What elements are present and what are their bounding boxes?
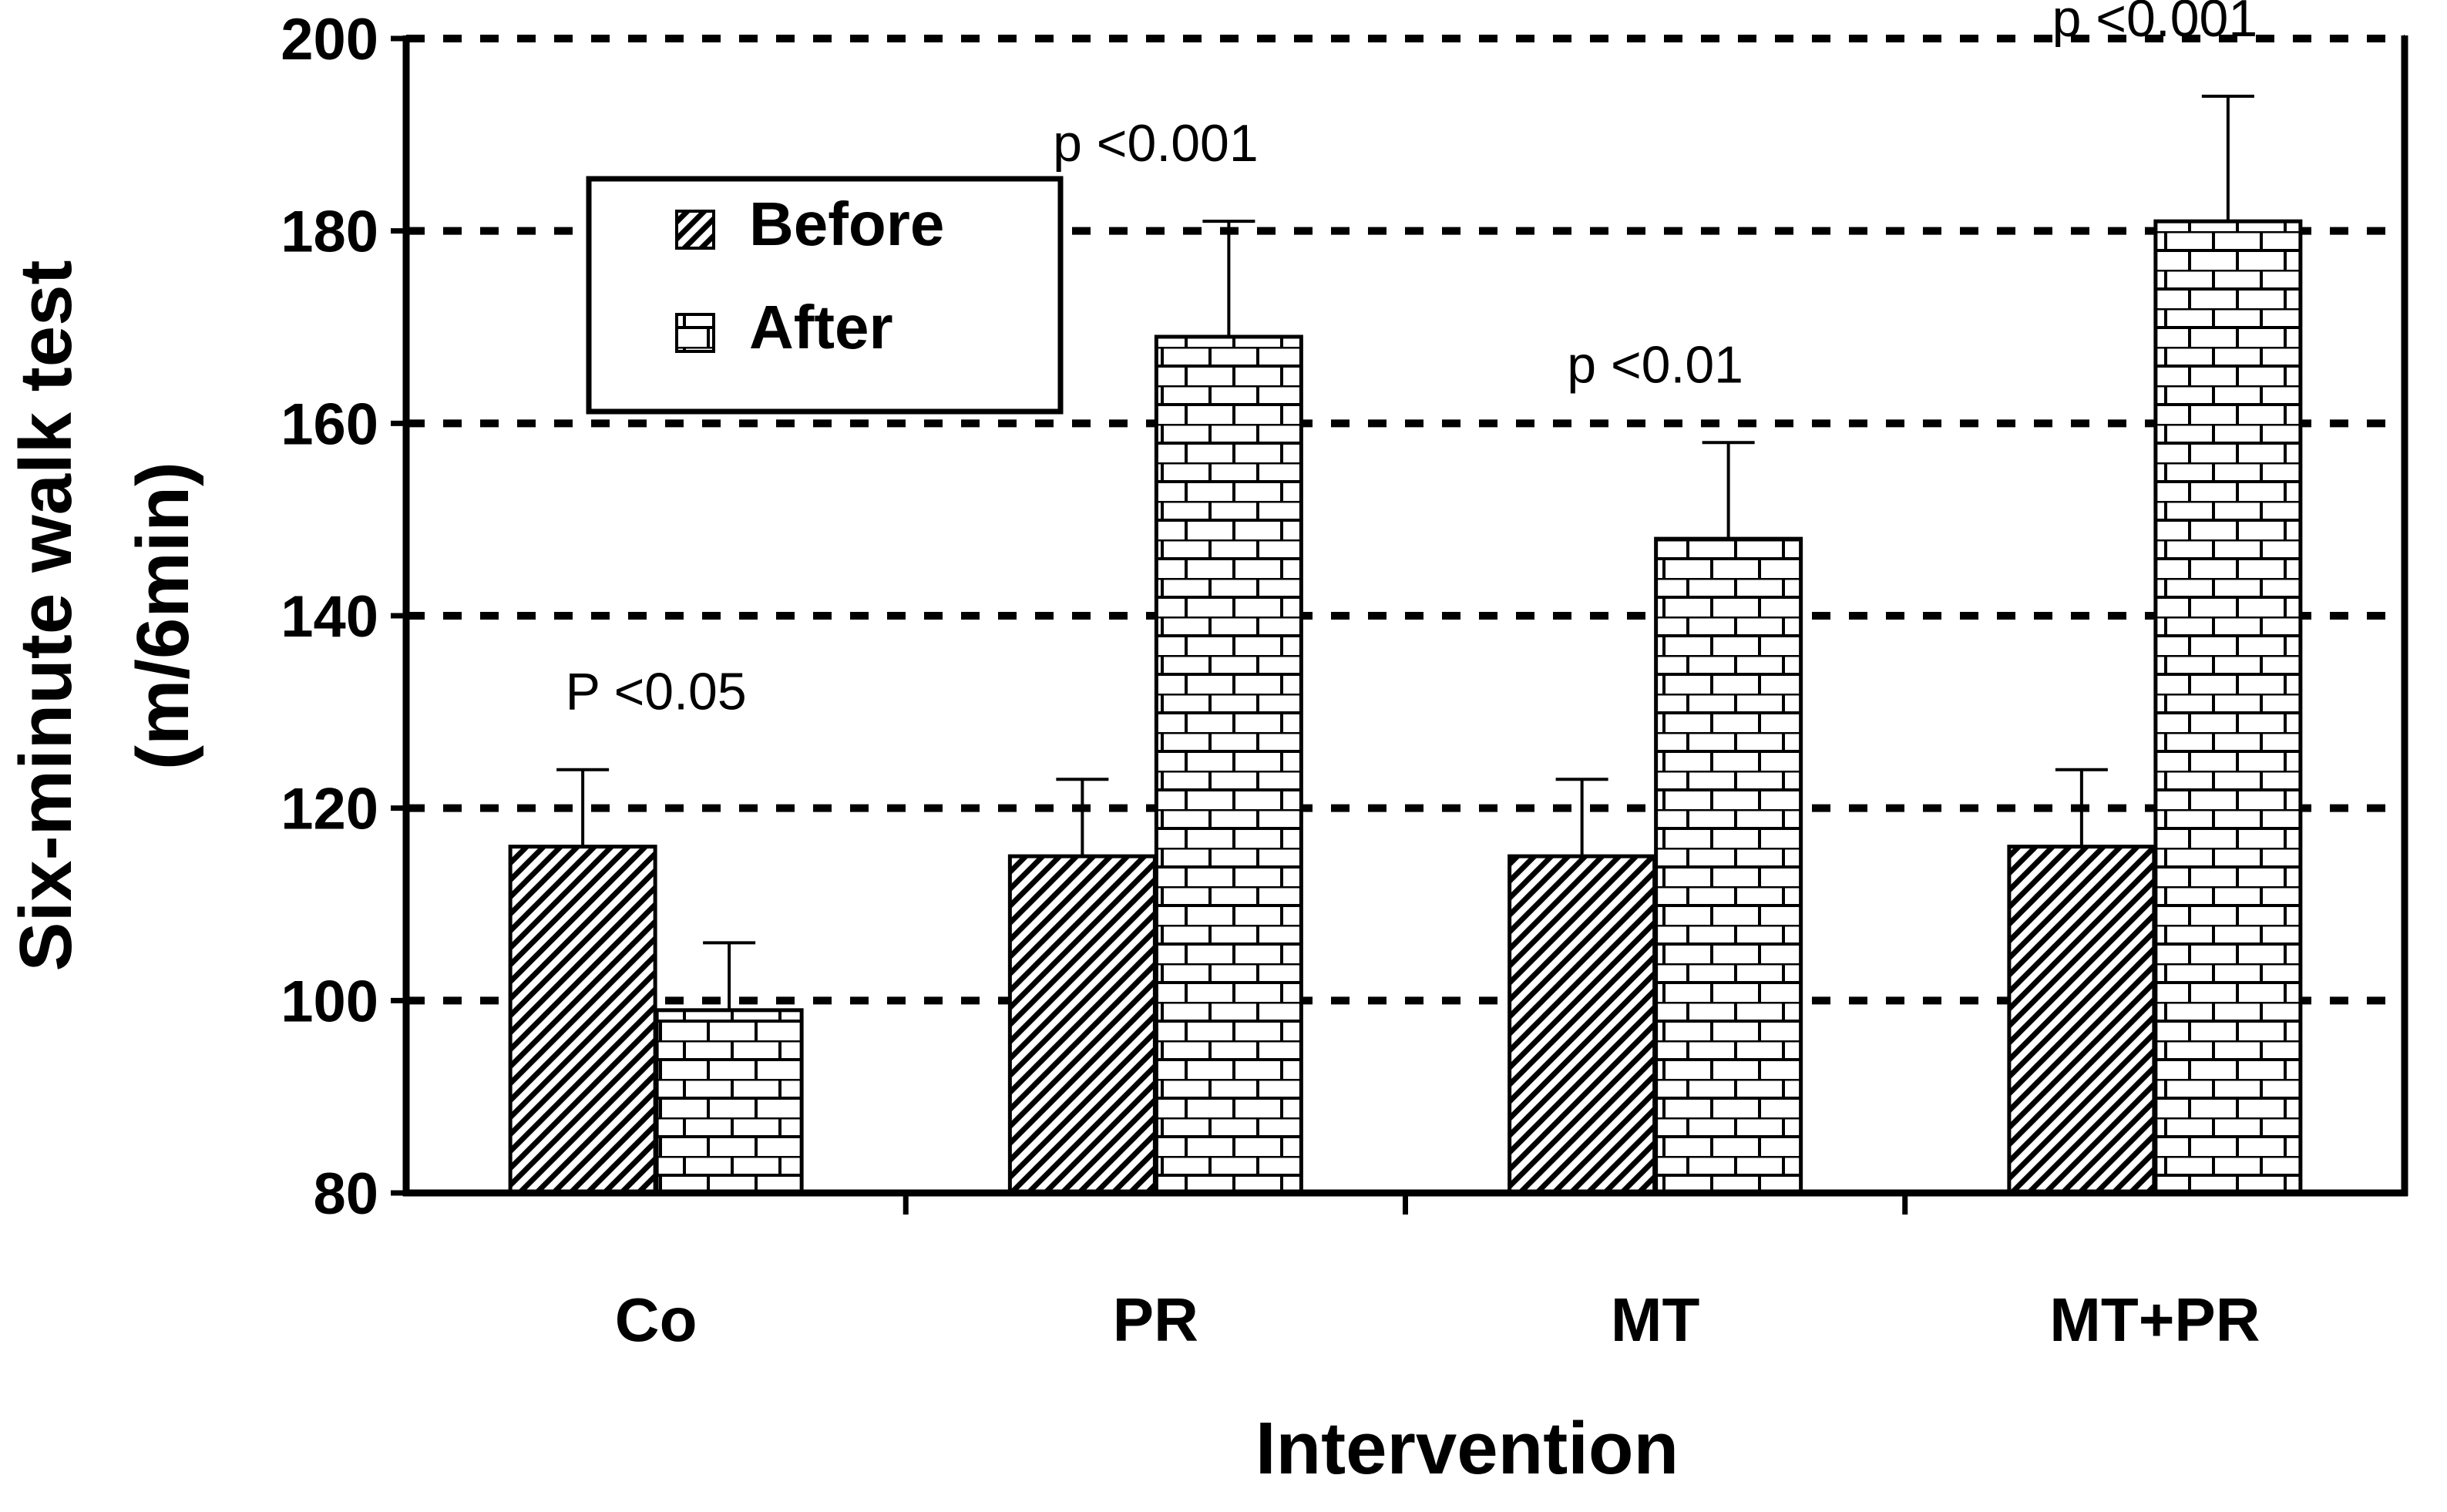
y-axis-title-line2: (m/6min) xyxy=(122,462,204,770)
y-tick-label-80: 80 xyxy=(313,1161,378,1227)
y-tick-label-140: 140 xyxy=(281,584,378,650)
legend-swatch-before xyxy=(675,210,715,250)
legend-swatch-after xyxy=(675,313,715,353)
y-tick-label-180: 180 xyxy=(281,200,378,265)
y-tick-label-160: 160 xyxy=(281,391,378,457)
y-tick-label-100: 100 xyxy=(281,969,378,1034)
bar-after-Co xyxy=(654,1008,804,1195)
significance-label-Co: P <0.05 xyxy=(566,663,747,721)
x-tick-label-Co: Co xyxy=(615,1285,697,1354)
x-axis-title: Intervention xyxy=(1255,1407,1679,1490)
bar-before-PR xyxy=(1007,854,1157,1195)
y-tick-label-200: 200 xyxy=(281,7,378,72)
significance-label-MT+PR: p <0.001 xyxy=(2052,0,2258,48)
significance-label-PR: p <0.001 xyxy=(1053,114,1259,173)
bar-after-PR xyxy=(1154,334,1303,1195)
legend-label-before: Before xyxy=(749,190,944,258)
significance-label-MT: p <0.01 xyxy=(1567,335,1743,394)
bar-before-MT xyxy=(1508,854,1657,1195)
y-axis-title-line1: Six-minute walk test xyxy=(5,260,87,972)
legend-label-after: After xyxy=(749,293,893,361)
legend-box xyxy=(586,176,1064,415)
x-tick-label-MT+PR: MT+PR xyxy=(2049,1285,2260,1354)
x-tick-label-PR: PR xyxy=(1113,1285,1198,1354)
bar-before-MT+PR xyxy=(2007,845,2156,1195)
bar-before-Co xyxy=(508,845,657,1195)
x-tick-label-MT: MT xyxy=(1611,1285,1700,1354)
y-tick-label-120: 120 xyxy=(281,777,378,842)
bar-after-MT+PR xyxy=(2153,219,2303,1195)
bar-after-MT xyxy=(1654,536,1803,1195)
